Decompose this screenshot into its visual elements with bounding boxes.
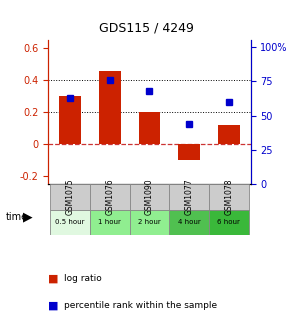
Bar [130, 184, 169, 210]
Bar [130, 210, 169, 235]
Text: 1 hour: 1 hour [98, 219, 121, 225]
Bar [209, 184, 248, 210]
Text: GSM1077: GSM1077 [185, 178, 194, 215]
Text: log ratio: log ratio [64, 275, 102, 283]
Bar [139, 112, 160, 144]
Text: 6 hour: 6 hour [217, 219, 240, 225]
Text: time: time [6, 212, 28, 222]
Bar [50, 210, 90, 235]
Bar [169, 210, 209, 235]
Text: GSM1078: GSM1078 [224, 178, 233, 215]
Bar [99, 71, 121, 144]
Bar [178, 144, 200, 160]
Bar [90, 210, 130, 235]
Text: 0.5 hour: 0.5 hour [55, 219, 85, 225]
Text: percentile rank within the sample: percentile rank within the sample [64, 301, 218, 310]
Bar [218, 125, 240, 144]
Text: GSM1090: GSM1090 [145, 178, 154, 215]
Bar [169, 184, 209, 210]
Text: 4 hour: 4 hour [178, 219, 200, 225]
Bar [209, 210, 248, 235]
Text: 2 hour: 2 hour [138, 219, 161, 225]
Text: GSM1075: GSM1075 [66, 178, 75, 215]
Bar [90, 184, 130, 210]
Text: ▶: ▶ [23, 210, 33, 223]
Text: ■: ■ [48, 274, 59, 284]
Text: GSM1076: GSM1076 [105, 178, 114, 215]
Text: GDS115 / 4249: GDS115 / 4249 [99, 22, 194, 35]
Bar [50, 184, 90, 210]
Text: ■: ■ [48, 301, 59, 311]
Bar [59, 96, 81, 144]
